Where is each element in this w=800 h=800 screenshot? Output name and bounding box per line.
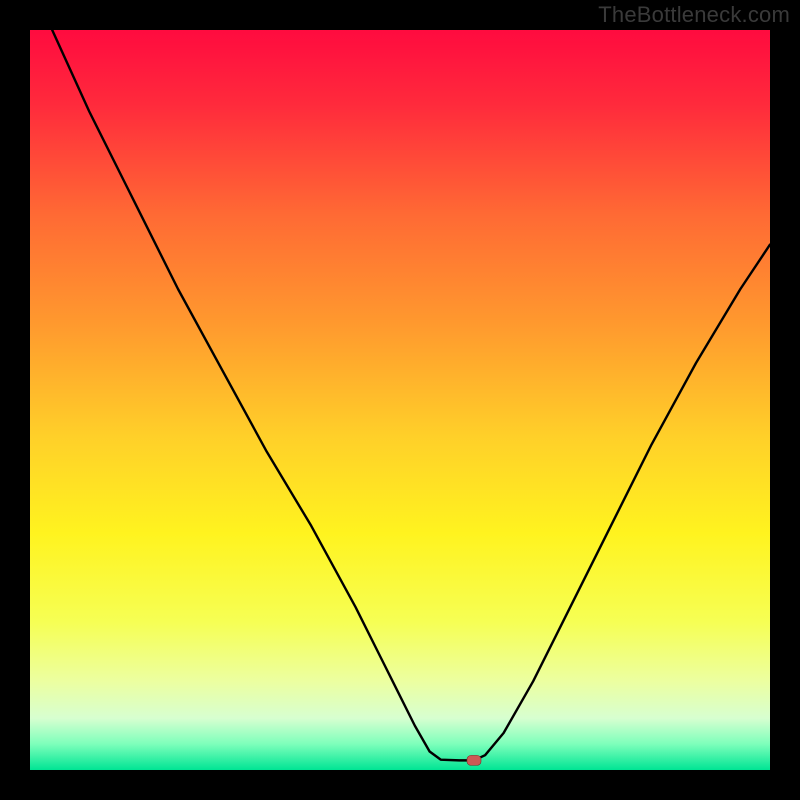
bottleneck-chart [0,0,800,800]
watermark-text: TheBottleneck.com [598,2,790,28]
target-marker [467,755,481,765]
gradient-background [30,30,770,770]
